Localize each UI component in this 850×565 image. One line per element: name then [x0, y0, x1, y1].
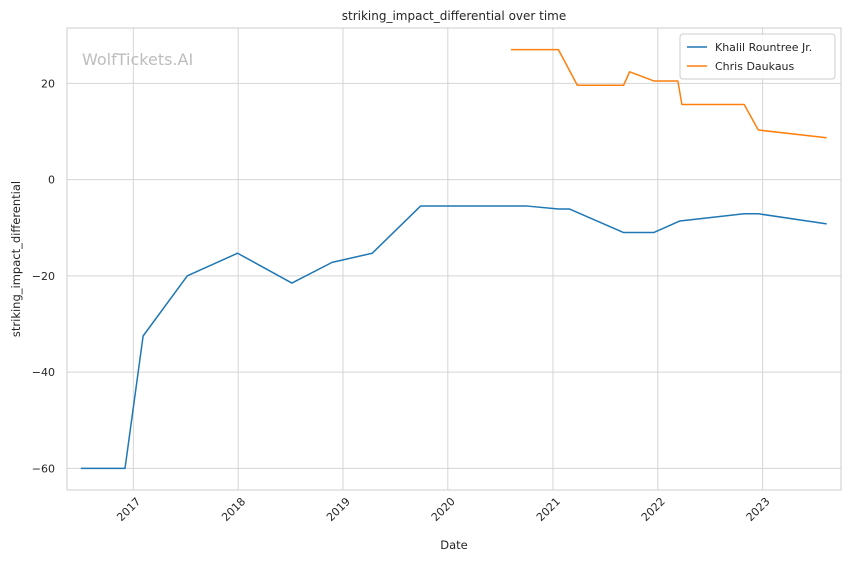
legend-label: Chris Daukaus [715, 60, 795, 73]
x-axis-label: Date [440, 538, 468, 552]
y-axis-ticks: −60 −40 −20 0 20 [32, 77, 55, 475]
series-line-2 [511, 48, 827, 139]
y-tick-label: 20 [41, 77, 55, 90]
y-tick-label: −20 [32, 270, 55, 283]
legend: Khalil Rountree Jr. Chris Daukaus [679, 33, 836, 80]
y-axis-label: striking_impact_differential [9, 181, 23, 337]
watermark: WolfTickets.AI [82, 50, 193, 69]
legend-label: Khalil Rountree Jr. [715, 41, 812, 54]
legend-box [679, 33, 836, 80]
y-tick-label: 0 [48, 174, 55, 187]
series-line-1 [80, 205, 827, 470]
grid [67, 28, 841, 490]
y-tick-label: −40 [32, 366, 55, 379]
axes-frame [66, 27, 842, 491]
y-tick-label: −60 [32, 462, 55, 475]
series-lines [80, 48, 827, 470]
chart-title: striking_impact_differential over time [342, 9, 567, 23]
